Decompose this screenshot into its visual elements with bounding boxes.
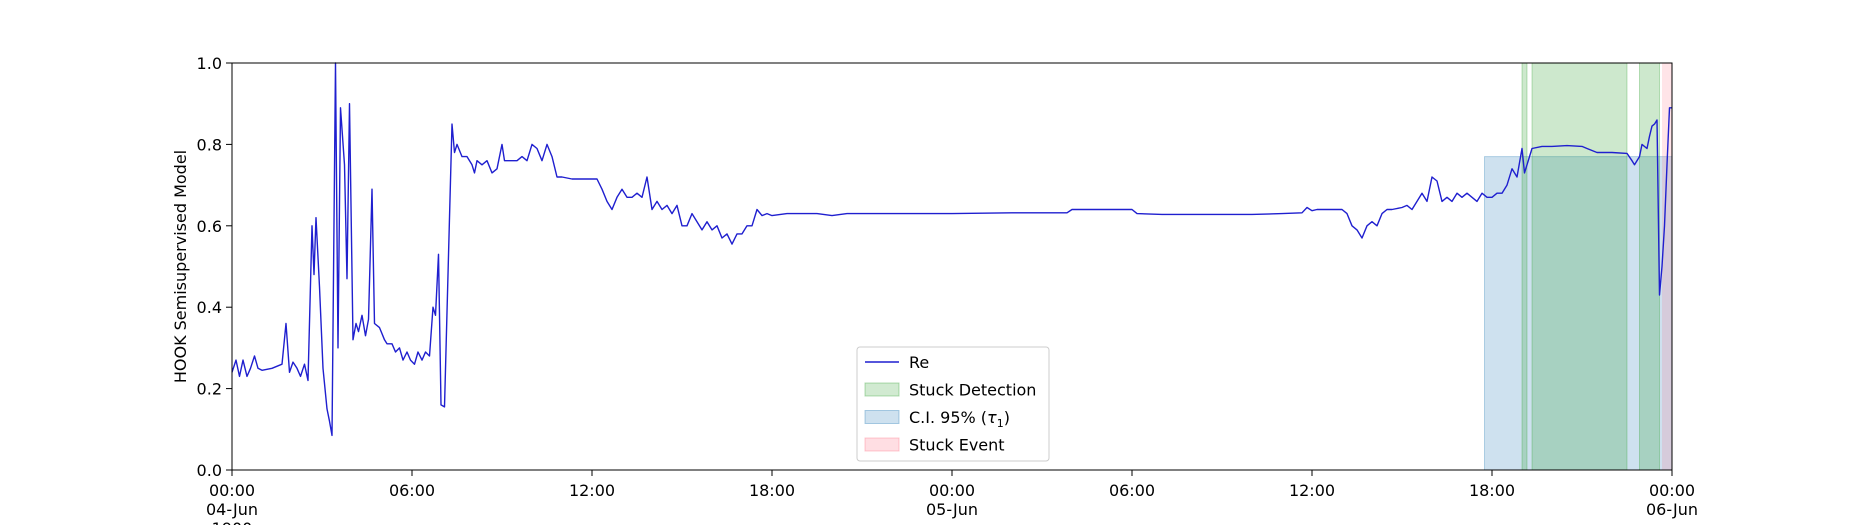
y-tick-label: 0.8 [197, 135, 222, 154]
x-tick-label: 00:00 [209, 481, 255, 500]
x-tick-label: 00:00 [1649, 481, 1695, 500]
span-layer [1484, 62, 1673, 471]
x-tick-year-label: 1900 [212, 519, 253, 525]
x-tick-label: 06:00 [389, 481, 435, 500]
legend-swatch-patch [864, 382, 900, 397]
y-axis-label: HOOK Semisupervised Model [171, 150, 190, 383]
y-tick-label: 1.0 [197, 54, 222, 73]
series-line-re [231, 62, 1672, 437]
x-tick-label: 12:00 [1289, 481, 1335, 500]
x-axis: 00:0004-Jun190006:0012:0018:0000:0005-Ju… [206, 470, 1698, 525]
stuck-event-span [1662, 63, 1672, 470]
x-tick-date-label: 05-Jun [926, 500, 978, 519]
legend-swatch-patch [864, 410, 900, 424]
legend-label: Stuck Event [909, 436, 1005, 455]
x-tick-label: 12:00 [569, 481, 615, 500]
legend-label: C.I. 95% (τ1) [909, 408, 1010, 430]
y-tick-label: 0.6 [197, 217, 222, 236]
x-tick-date-label: 06-Jun [1646, 500, 1698, 519]
legend-box [856, 346, 1050, 462]
legend-swatch-patch [864, 437, 900, 452]
y-tick-label: 0.0 [197, 461, 222, 480]
y-tick-label: 0.2 [197, 380, 222, 399]
legend-label: Stuck Detection [909, 381, 1036, 400]
stuck-detection-span [1531, 62, 1628, 471]
stuck-detection-span [1521, 62, 1528, 471]
x-tick-date-label: 04-Jun [206, 500, 258, 519]
x-tick-label: 00:00 [929, 481, 975, 500]
legend-label: Re [909, 353, 929, 372]
x-tick-label: 18:00 [1469, 481, 1515, 500]
legend: Re Stuck Detection C.I. 95% (τ1) Stuck Even… [856, 346, 1050, 462]
ci-span [1484, 156, 1673, 471]
y-axis: 0.0 0.2 0.4 0.6 0.8 1.0 [197, 54, 232, 480]
y-tick-label: 0.4 [197, 298, 222, 317]
x-tick-label: 18:00 [749, 481, 795, 500]
x-tick-label: 06:00 [1109, 481, 1155, 500]
series-layer [231, 62, 1672, 437]
